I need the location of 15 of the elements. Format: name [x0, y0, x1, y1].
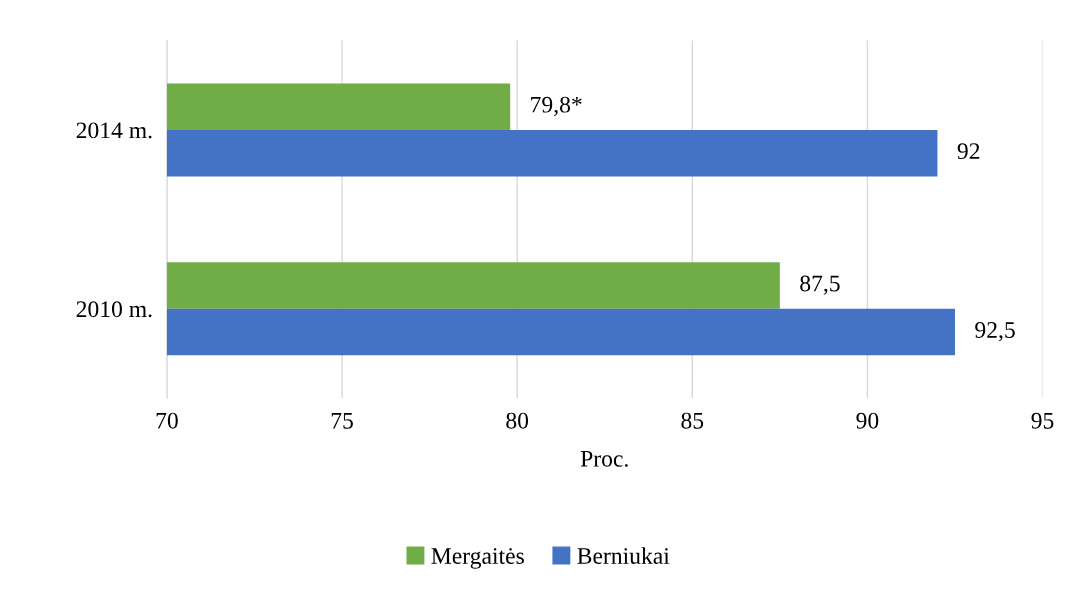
x-tick-label: 85 [681, 412, 704, 429]
x-tick-label: 95 [1031, 412, 1054, 429]
data-label: 92 [957, 143, 980, 160]
x-tick-label: 70 [156, 412, 178, 429]
legend-label: Berniukai [577, 547, 670, 564]
x-tick-label: 90 [856, 412, 879, 429]
y-tick-label: 2014 m. [76, 122, 152, 139]
data-label: 79,8* [531, 96, 582, 116]
legend-label: Mergaitės [431, 548, 524, 569]
data-label: 87,5 [800, 275, 840, 295]
y-tick-label: 2010 m. [76, 301, 152, 318]
x-axis-title: Proc. [580, 451, 628, 467]
x-tick-label: 75 [331, 412, 353, 429]
x-tick-label: 80 [506, 412, 529, 429]
data-label: 92,5 [975, 322, 1015, 342]
